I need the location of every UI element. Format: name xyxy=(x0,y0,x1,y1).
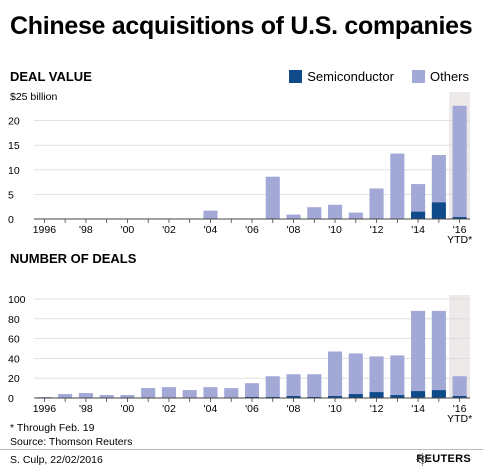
bar-others-2015 xyxy=(432,155,446,202)
reuters-brand: REUTERS xyxy=(416,453,471,465)
x-tick-label: '08 xyxy=(287,403,301,415)
bar-others-2009 xyxy=(307,374,321,397)
bar-others-2008 xyxy=(286,374,300,396)
bar-others-2012 xyxy=(370,188,384,218)
x-tick-label: '02 xyxy=(162,224,176,236)
chart-title-deal-value: DEAL VALUE xyxy=(10,69,92,84)
bar-others-2016 xyxy=(453,376,467,396)
bar-others-2010 xyxy=(328,351,342,396)
bar-others-2004 xyxy=(203,387,217,398)
bar-others-1998 xyxy=(79,393,93,398)
bar-others-2011 xyxy=(349,213,363,219)
y-tick-label: 0 xyxy=(8,393,14,405)
bar-others-2007 xyxy=(266,177,280,219)
bar-others-2016 xyxy=(453,106,467,217)
bar-others-1997 xyxy=(58,394,72,398)
legend-swatch-semiconductor xyxy=(289,70,302,83)
x-tick-label: '12 xyxy=(370,224,384,236)
y-tick-label: 60 xyxy=(8,334,20,346)
bar-others-2005 xyxy=(224,388,238,398)
x-tick-label: '10 xyxy=(328,403,342,415)
bar-others-2003 xyxy=(183,390,197,398)
y-unit-label: $25 billion xyxy=(10,91,57,103)
footnote: * Through Feb. 19 Source: Thomson Reuter… xyxy=(10,421,132,449)
bar-semiconductor-2015 xyxy=(432,202,446,219)
x-tick-label: '10 xyxy=(328,224,342,236)
x-tick-label: '00 xyxy=(121,224,135,236)
x-tick-label: '04 xyxy=(204,403,218,415)
bar-semiconductor-2014 xyxy=(411,212,425,219)
credit-line: S. Culp, 22/02/2016 xyxy=(10,454,103,466)
number-of-deals-chart: 0 20 40 60 80 100 1996 '98 '00 '02 '04 '06 '08 '10 '12… xyxy=(0,262,483,422)
bar-others-2008 xyxy=(286,215,300,219)
bar-semiconductor-2014 xyxy=(411,391,425,398)
bar-others-2011 xyxy=(349,353,363,394)
bar-semiconductor-2011 xyxy=(349,394,363,398)
bar-others-2013 xyxy=(390,355,404,395)
y-tick-label: 20 xyxy=(8,373,20,385)
page-title: Chinese acquisitions of U.S. companies xyxy=(10,12,472,41)
x-tick-label: '14 xyxy=(411,224,425,236)
y-tick-label: 15 xyxy=(8,140,20,152)
x-tick-label: 1996 xyxy=(33,224,57,236)
bar-others-2004 xyxy=(203,211,217,219)
ytd-label: YTD* xyxy=(447,413,472,425)
bar-others-2009 xyxy=(307,207,321,219)
bar-others-2015 xyxy=(432,311,446,390)
bar-others-2010 xyxy=(328,205,342,219)
y-tick-label: 80 xyxy=(8,314,20,326)
bar-others-2001 xyxy=(141,388,155,398)
deal-value-chart: 0 5 10 15 20 $25 billion 1996 '98 '00 '02 '04 '06 '0… xyxy=(0,86,483,236)
bar-others-2012 xyxy=(370,356,384,392)
x-tick-label: '00 xyxy=(121,403,135,415)
footnote-note: * Through Feb. 19 xyxy=(10,421,132,435)
legend-item-others: Others xyxy=(412,69,469,84)
legend-label-semiconductor: Semiconductor xyxy=(307,69,394,84)
x-tick-label: '02 xyxy=(162,403,176,415)
bar-others-2014 xyxy=(411,184,425,212)
legend-swatch-others xyxy=(412,70,425,83)
legend-label-others: Others xyxy=(430,69,469,84)
x-tick-label: '06 xyxy=(245,403,259,415)
footnote-source: Source: Thomson Reuters xyxy=(10,435,132,449)
bar-others-2002 xyxy=(162,387,176,398)
x-tick-label: '08 xyxy=(287,224,301,236)
y-tick-label: 0 xyxy=(8,214,14,226)
bar-others-2007 xyxy=(266,376,280,397)
y-tick-label: 20 xyxy=(8,116,20,128)
bar-semiconductor-2012 xyxy=(370,392,384,398)
x-tick-label: '98 xyxy=(79,224,93,236)
y-tick-label: 40 xyxy=(8,353,20,365)
x-tick-label: '98 xyxy=(79,403,93,415)
reuters-logo-icon xyxy=(416,453,429,466)
credit-bar: S. Culp, 22/02/2016 REUTERS xyxy=(0,449,483,470)
ytd-label: YTD* xyxy=(447,234,472,246)
legend: Semiconductor Others xyxy=(289,69,469,84)
legend-item-semiconductor: Semiconductor xyxy=(289,69,394,84)
y-tick-label: 100 xyxy=(8,294,26,306)
bar-others-2006 xyxy=(245,383,259,397)
x-tick-label: '12 xyxy=(370,403,384,415)
x-tick-label: '04 xyxy=(204,224,218,236)
bar-others-2013 xyxy=(390,154,404,219)
x-tick-label: '06 xyxy=(245,224,259,236)
x-tick-label: 1996 xyxy=(33,403,57,415)
x-tick-label: '14 xyxy=(411,403,425,415)
bar-others-2014 xyxy=(411,311,425,391)
y-tick-label: 5 xyxy=(8,189,14,201)
bar-semiconductor-2015 xyxy=(432,390,446,398)
y-tick-label: 10 xyxy=(8,165,20,177)
